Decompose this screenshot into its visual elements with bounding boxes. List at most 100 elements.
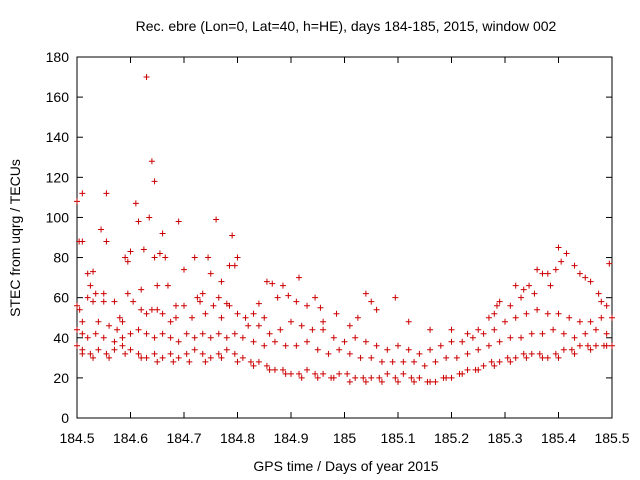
data-point — [333, 310, 340, 317]
data-point — [603, 302, 610, 309]
data-point — [100, 334, 107, 341]
data-point — [592, 342, 599, 349]
y-tick-label: 120 — [46, 169, 70, 185]
data-point — [534, 306, 541, 313]
y-tick-label: 40 — [53, 330, 69, 346]
data-point — [502, 318, 508, 325]
data-point — [571, 334, 578, 341]
data-point — [437, 342, 444, 349]
data-point — [609, 314, 615, 321]
data-point — [167, 334, 174, 341]
data-point — [360, 374, 367, 381]
data-point — [563, 250, 570, 257]
data-point — [207, 354, 214, 361]
data-point — [603, 330, 610, 337]
data-point — [162, 254, 169, 261]
data-point — [189, 314, 196, 321]
chart-title: Rec. ebre (Lon=0, Lat=40, h=HE), days 18… — [136, 18, 557, 34]
data-point — [400, 358, 407, 365]
data-point — [296, 274, 303, 281]
data-point — [79, 238, 86, 245]
data-point — [504, 354, 511, 361]
data-point — [143, 354, 150, 361]
data-point — [234, 310, 241, 317]
data-point — [384, 346, 391, 353]
data-point — [555, 354, 562, 361]
data-point — [98, 226, 105, 233]
data-point — [298, 322, 305, 329]
data-point — [106, 322, 113, 329]
data-point — [464, 350, 471, 357]
data-point — [164, 282, 171, 289]
data-point — [271, 366, 278, 373]
data-point — [92, 290, 99, 297]
data-point — [79, 318, 86, 325]
data-point — [148, 158, 155, 165]
data-point — [90, 268, 97, 275]
data-point — [317, 304, 324, 311]
data-point — [464, 366, 471, 373]
data-point — [443, 374, 450, 381]
data-point — [250, 362, 257, 369]
data-point — [568, 346, 575, 353]
data-point — [79, 350, 86, 357]
y-axis-label: STEC from uqrg / TECUs — [7, 159, 23, 317]
data-point — [191, 254, 198, 261]
data-point — [261, 314, 268, 321]
data-point — [555, 244, 562, 251]
data-point — [368, 374, 375, 381]
data-point — [576, 318, 583, 325]
data-point — [560, 346, 567, 353]
data-point — [250, 338, 257, 345]
data-point — [488, 358, 495, 365]
data-point — [507, 358, 514, 365]
data-point — [263, 362, 270, 369]
data-point — [124, 290, 131, 297]
data-point — [587, 278, 594, 285]
data-point — [405, 346, 412, 353]
data-point — [231, 350, 238, 357]
data-point — [74, 198, 80, 205]
data-point — [411, 378, 418, 385]
axis-ticks — [76, 56, 613, 419]
data-point — [277, 326, 284, 333]
data-point — [427, 346, 434, 353]
data-point — [330, 334, 337, 341]
data-point — [199, 330, 206, 337]
data-point — [536, 350, 543, 357]
data-point — [132, 200, 139, 207]
data-point — [100, 290, 107, 297]
data-point — [507, 302, 514, 309]
data-point — [405, 318, 412, 325]
data-point — [341, 338, 348, 345]
data-point — [202, 310, 209, 317]
data-point — [293, 298, 300, 305]
data-point — [207, 270, 214, 277]
data-point — [151, 350, 158, 357]
data-point — [352, 374, 359, 381]
x-tick-label: 185.4 — [541, 430, 576, 446]
data-point — [143, 330, 150, 337]
data-point — [218, 278, 225, 285]
data-point — [587, 346, 594, 353]
data-point — [362, 338, 369, 345]
data-point — [584, 342, 591, 349]
data-point — [151, 254, 158, 261]
data-point — [181, 302, 187, 309]
data-point — [90, 298, 97, 305]
data-point — [609, 342, 615, 349]
data-point — [154, 306, 161, 313]
data-point — [485, 314, 492, 321]
data-point — [320, 318, 327, 325]
data-point — [231, 330, 238, 337]
data-point — [395, 342, 401, 349]
data-point — [352, 334, 359, 341]
data-point — [274, 294, 281, 301]
data-point — [288, 318, 294, 325]
data-point — [464, 330, 471, 337]
data-point — [116, 314, 123, 321]
data-point — [205, 254, 212, 261]
data-point — [346, 350, 353, 357]
data-point — [443, 354, 450, 361]
data-point — [146, 214, 153, 221]
